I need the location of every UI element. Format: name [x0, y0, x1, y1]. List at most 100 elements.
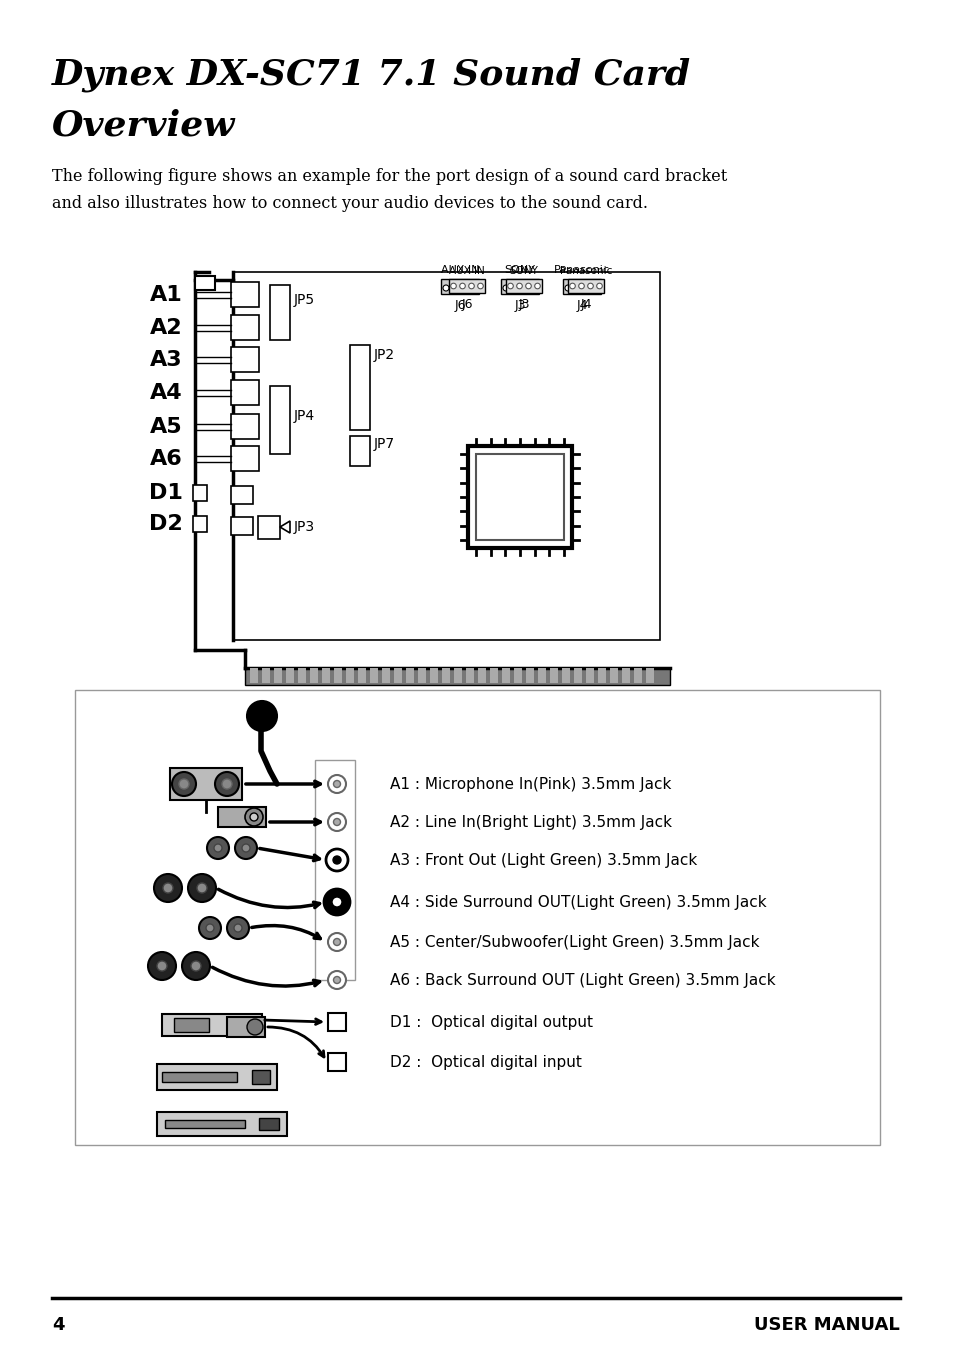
Bar: [231, 315, 258, 340]
Bar: [231, 347, 258, 372]
Text: Dynex DX-SC71 7.1 Sound Card: Dynex DX-SC71 7.1 Sound Card: [52, 58, 690, 92]
Bar: [328, 1053, 346, 1071]
Text: USER MANUAL: USER MANUAL: [754, 1316, 899, 1334]
Bar: [350, 345, 370, 431]
Bar: [500, 279, 538, 294]
Circle shape: [332, 896, 341, 907]
Bar: [173, 1018, 209, 1032]
Circle shape: [172, 772, 195, 796]
Text: J4: J4: [576, 299, 587, 311]
Bar: [476, 454, 563, 540]
Text: JP5: JP5: [294, 292, 314, 307]
Text: D1: D1: [149, 483, 183, 502]
Text: A3: A3: [151, 349, 183, 370]
Text: SONY: SONY: [504, 265, 535, 275]
Bar: [525, 668, 534, 682]
Circle shape: [468, 283, 474, 288]
Text: Overview: Overview: [52, 108, 235, 142]
Circle shape: [334, 780, 340, 788]
Text: J3: J3: [514, 299, 525, 311]
Bar: [449, 279, 484, 292]
Text: JP4: JP4: [294, 409, 314, 422]
Circle shape: [250, 812, 257, 821]
Circle shape: [324, 890, 350, 915]
Circle shape: [191, 961, 201, 971]
Bar: [505, 279, 541, 292]
Bar: [194, 276, 214, 290]
Text: SONY: SONY: [509, 265, 537, 276]
Bar: [193, 485, 207, 501]
Text: JP3: JP3: [294, 520, 314, 533]
Bar: [157, 1064, 276, 1090]
Circle shape: [564, 284, 571, 291]
Text: A4 : Side Surround OUT(Light Green) 3.5mm Jack: A4 : Side Surround OUT(Light Green) 3.5m…: [390, 895, 766, 910]
Circle shape: [477, 283, 483, 288]
Bar: [574, 668, 581, 682]
Text: D1 :  Optical digital output: D1 : Optical digital output: [390, 1014, 593, 1029]
Circle shape: [328, 812, 346, 831]
Circle shape: [179, 779, 189, 789]
Text: D2: D2: [149, 515, 183, 533]
Bar: [262, 668, 270, 682]
Text: AUX IN: AUX IN: [440, 265, 478, 275]
Text: A4: A4: [151, 383, 183, 403]
Bar: [170, 768, 242, 800]
Bar: [193, 516, 207, 532]
Bar: [441, 668, 450, 682]
Bar: [310, 668, 317, 682]
Bar: [257, 516, 280, 539]
Circle shape: [521, 284, 527, 291]
Bar: [357, 668, 366, 682]
Bar: [328, 1013, 346, 1030]
Circle shape: [157, 961, 167, 971]
Circle shape: [213, 844, 222, 852]
Bar: [245, 668, 669, 685]
Bar: [417, 668, 426, 682]
Bar: [350, 436, 370, 466]
Bar: [621, 668, 629, 682]
Circle shape: [517, 283, 521, 288]
Circle shape: [578, 283, 583, 288]
Text: JP2: JP2: [374, 348, 395, 362]
Text: J6: J6: [454, 299, 465, 311]
Text: J3: J3: [517, 298, 529, 311]
Bar: [598, 668, 605, 682]
Circle shape: [328, 933, 346, 951]
Bar: [231, 486, 253, 504]
Bar: [477, 668, 485, 682]
Circle shape: [182, 952, 210, 980]
Bar: [252, 1070, 270, 1085]
Circle shape: [326, 849, 348, 871]
Bar: [75, 691, 879, 1145]
Circle shape: [461, 284, 468, 291]
Bar: [346, 668, 354, 682]
Bar: [165, 1120, 245, 1128]
Circle shape: [593, 284, 598, 291]
Text: AUX IN: AUX IN: [449, 265, 484, 276]
Circle shape: [328, 774, 346, 793]
Text: A3 : Front Out (Light Green) 3.5mm Jack: A3 : Front Out (Light Green) 3.5mm Jack: [390, 853, 697, 868]
Circle shape: [222, 779, 232, 789]
Bar: [585, 668, 594, 682]
Bar: [645, 668, 654, 682]
Bar: [394, 668, 401, 682]
Circle shape: [534, 283, 539, 288]
Bar: [550, 668, 558, 682]
Bar: [274, 668, 282, 682]
Bar: [258, 1118, 278, 1131]
Bar: [334, 668, 341, 682]
Text: A1: A1: [150, 284, 183, 305]
Circle shape: [583, 284, 589, 291]
Bar: [514, 668, 521, 682]
Circle shape: [234, 837, 256, 858]
Text: A2 : Line In(Bright Light) 3.5mm Jack: A2 : Line In(Bright Light) 3.5mm Jack: [390, 815, 671, 830]
Circle shape: [163, 883, 172, 894]
Circle shape: [334, 819, 340, 826]
Bar: [227, 1017, 265, 1037]
Bar: [297, 668, 306, 682]
Bar: [454, 668, 461, 682]
Bar: [537, 668, 545, 682]
Bar: [430, 668, 437, 682]
Bar: [162, 1014, 262, 1036]
Text: A6: A6: [150, 450, 183, 468]
